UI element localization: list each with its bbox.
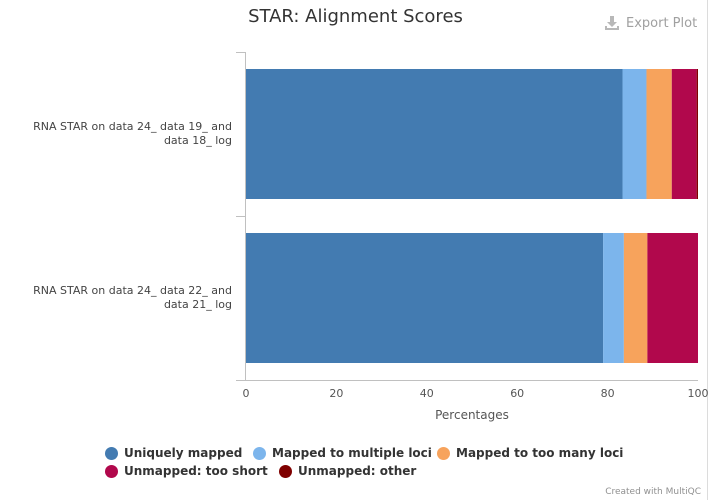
bar-segment[interactable] — [622, 69, 647, 199]
legend-item[interactable]: Unmapped: too short — [105, 464, 268, 478]
legend-label: Unmapped: too short — [124, 464, 268, 478]
x-tick-label: 80 — [600, 387, 615, 400]
export-plot-button[interactable]: Export Plot — [604, 12, 697, 34]
legend-marker — [253, 446, 266, 460]
legend-item[interactable]: Unmapped: other — [279, 464, 416, 478]
bar-segment[interactable] — [646, 69, 672, 199]
legend-marker — [105, 464, 118, 478]
bar-segment[interactable] — [246, 233, 604, 363]
legend-item[interactable]: Uniquely mapped — [105, 446, 242, 460]
export-plot-label: Export Plot — [626, 15, 698, 31]
chart-title: STAR: Alignment Scores — [248, 6, 463, 27]
category-label: RNA STAR on data 24_ data 19_ and data 1… — [33, 120, 232, 147]
bar-segment[interactable] — [671, 69, 697, 199]
bar-segment[interactable] — [246, 69, 623, 199]
x-tick-label: 60 — [510, 387, 525, 400]
category-label: RNA STAR on data 24_ data 22_ and data 2… — [33, 284, 232, 311]
x-tick-label: 0 — [242, 387, 250, 400]
bar-segment[interactable] — [603, 233, 624, 363]
bar-segment[interactable] — [623, 233, 648, 363]
legend-marker — [279, 464, 292, 478]
legend-marker — [105, 446, 118, 460]
x-tick-label: 100 — [687, 387, 709, 400]
legend-label: Unmapped: other — [298, 464, 417, 478]
legend-item[interactable]: Mapped to too many loci — [437, 446, 623, 460]
x-tick-label: 20 — [329, 387, 344, 400]
legend-label: Mapped to multiple loci — [272, 446, 432, 460]
x-axis-title: Percentages — [435, 408, 509, 422]
legend-label: Mapped to too many loci — [456, 446, 624, 460]
x-tick-label: 40 — [419, 387, 434, 400]
legend-marker — [437, 446, 450, 460]
bar-segment[interactable] — [647, 233, 698, 363]
legend-label: Uniquely mapped — [124, 446, 243, 460]
bar-segment[interactable] — [696, 69, 698, 199]
legend-item[interactable]: Mapped to multiple loci — [253, 446, 432, 460]
multiqc-credit: Created with MultiQC — [605, 487, 701, 497]
download-icon — [604, 15, 620, 31]
panel-border — [707, 0, 708, 500]
